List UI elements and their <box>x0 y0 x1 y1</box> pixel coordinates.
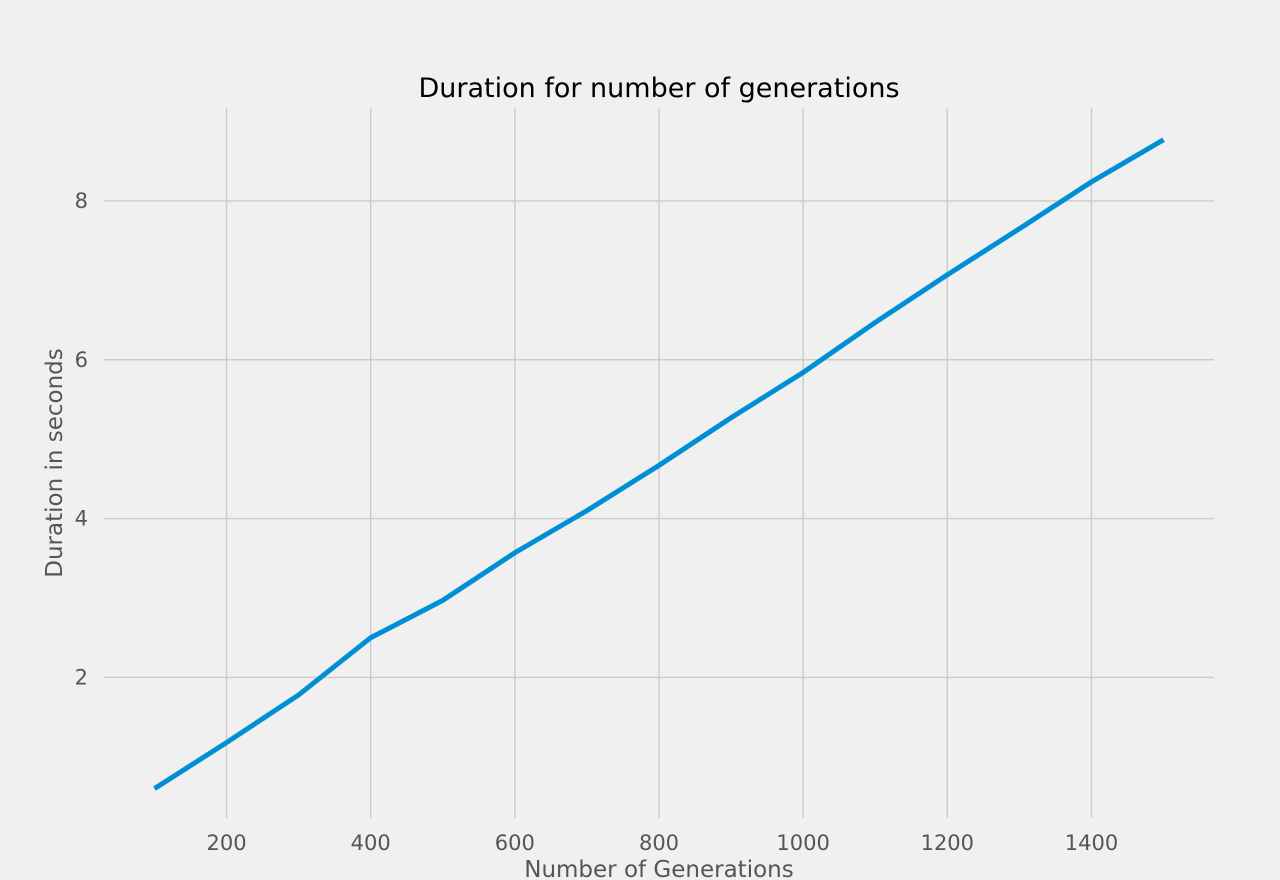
chart-title: Duration for number of generations <box>418 73 899 104</box>
x-tick-label: 1200 <box>921 831 974 855</box>
x-tick-label: 800 <box>639 831 679 855</box>
y-axis-label: Duration in seconds <box>42 348 68 578</box>
series-line <box>153 137 1165 791</box>
x-tick-label: 600 <box>495 831 535 855</box>
y-tick-label: 8 <box>75 189 88 213</box>
y-tick-label: 6 <box>75 348 88 372</box>
x-tick-label: 400 <box>351 831 391 855</box>
x-tick-labels: 200 400 600 800 1000 1200 1400 <box>206 831 1118 855</box>
y-tick-label: 2 <box>75 665 88 689</box>
y-tick-label: 4 <box>75 507 88 531</box>
y-tick-labels: 2 4 6 8 <box>75 189 88 690</box>
x-tick-label: 1000 <box>776 831 829 855</box>
x-axis-label: Number of Generations <box>524 857 793 880</box>
x-tick-label: 200 <box>206 831 246 855</box>
x-tick-label: 1400 <box>1065 831 1118 855</box>
x-grid-lines <box>225 108 1093 818</box>
series-layer <box>153 137 1165 791</box>
